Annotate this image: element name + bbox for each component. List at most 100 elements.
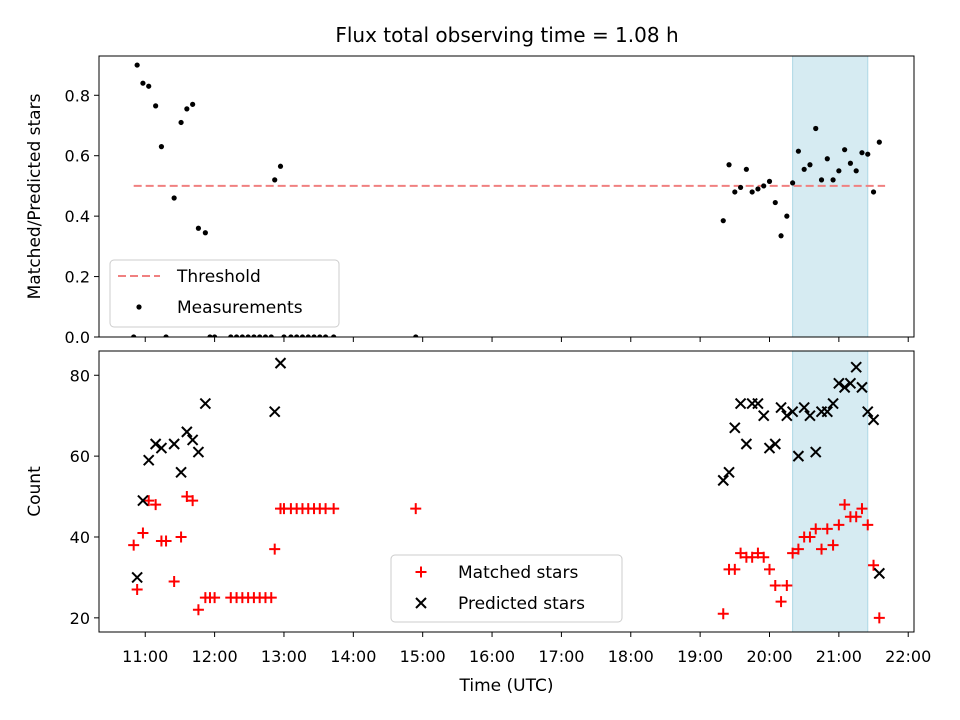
measurement-point <box>207 334 213 337</box>
measurement-point <box>749 189 755 195</box>
matched-star-point <box>821 523 833 535</box>
measurement-point <box>755 186 761 192</box>
measurement-point <box>131 334 137 337</box>
matched-star-point <box>792 543 804 555</box>
matched-star-point <box>729 563 741 575</box>
measurement-point <box>140 80 146 86</box>
measurement-point <box>272 177 278 183</box>
x-tick-label: 22:00 <box>885 647 931 666</box>
y-tick-label: 0.6 <box>65 147 90 166</box>
axes-frame <box>98 350 915 633</box>
predicted-star-point <box>769 438 781 450</box>
predicted-star-point <box>758 409 770 422</box>
predicted-star-point <box>734 397 747 410</box>
y-tick-label: 60 <box>70 447 90 466</box>
x-tick-label: 18:00 <box>608 647 654 666</box>
matched-star-point <box>168 575 180 587</box>
measurement-point <box>795 148 801 154</box>
measurement-point <box>772 199 778 206</box>
measurement-point <box>761 183 767 189</box>
y-axis-label: Count <box>25 466 45 517</box>
legend-matched-label: Matched stars <box>458 563 578 583</box>
legend-box <box>390 554 623 623</box>
predicted-star-point <box>862 405 874 418</box>
matched-star-point <box>209 592 221 604</box>
measurement-point <box>251 334 257 337</box>
measurement-point <box>228 334 234 337</box>
matched-star-point <box>868 559 880 571</box>
measurement-point <box>853 168 859 174</box>
x-tick-label: 12:00 <box>192 647 238 666</box>
y-tick-label: 0.8 <box>65 86 90 105</box>
measurement-point <box>824 156 830 162</box>
predicted-star-point <box>186 434 199 446</box>
matched-star-point <box>833 519 845 531</box>
predicted-star-point <box>143 454 155 466</box>
measurement-point <box>737 184 744 191</box>
matched-star-point <box>265 592 277 604</box>
matched-star-point <box>150 499 162 511</box>
predicted-star-point <box>192 446 205 458</box>
matched-star-point <box>143 495 155 507</box>
matched-star-point <box>775 596 787 608</box>
measurement-point <box>233 334 240 337</box>
x-tick-label: 19:00 <box>677 647 723 666</box>
predicted-star-point <box>792 450 805 462</box>
x-tick-label: 11:00 <box>122 647 168 666</box>
measurement-point <box>766 178 773 184</box>
x-tick-label: 16:00 <box>469 647 515 666</box>
measurement-point <box>190 101 196 107</box>
predicted-star-point <box>274 357 287 369</box>
measurement-point <box>818 177 825 183</box>
measurement-point <box>876 139 882 145</box>
matched-star-point <box>131 584 143 596</box>
x-tick-label: 17:00 <box>538 647 584 666</box>
measurement-point <box>184 106 190 112</box>
highlight-span <box>792 350 869 633</box>
x-tick-label: 13:00 <box>261 647 307 666</box>
matched-star-point <box>192 604 204 616</box>
measurement-point <box>790 180 796 186</box>
legend-box <box>109 259 340 328</box>
measurement-point <box>311 334 317 337</box>
predicted-star-point <box>752 397 764 410</box>
measurement-point <box>288 334 294 337</box>
predicted-star-point <box>131 571 143 584</box>
measurement-point <box>239 334 245 337</box>
matched-star-point <box>735 547 747 559</box>
predicted-star-point <box>729 422 741 434</box>
matched-star-point <box>181 491 193 503</box>
measurement-point <box>163 334 169 337</box>
measurement-point <box>158 144 165 150</box>
measurement-point <box>413 334 419 337</box>
predicted-star-point <box>804 409 816 422</box>
measurement-point <box>836 168 842 174</box>
measurement-point <box>195 225 202 231</box>
matched-star-point <box>856 503 868 515</box>
measurement-point <box>281 334 287 337</box>
matched-star-point <box>804 531 816 543</box>
measurement-point <box>171 195 177 201</box>
measurement-point <box>807 162 813 168</box>
highlight-span <box>792 55 869 338</box>
y-tick-label: 40 <box>70 528 90 547</box>
matched-star-point <box>850 511 862 523</box>
predicted-star-point <box>149 438 162 450</box>
matched-star-point <box>160 535 172 547</box>
measurement-point <box>720 218 726 224</box>
x-tick-label: 20:00 <box>746 647 792 666</box>
measurement-point <box>153 103 159 109</box>
measurement-point <box>202 230 208 236</box>
measurement-point <box>813 125 819 132</box>
measurement-point <box>842 147 848 153</box>
matched-star-point <box>269 543 281 555</box>
legend-threshold-label: Threshold <box>176 267 261 287</box>
measurement-point <box>268 334 274 337</box>
matched-star-point <box>810 523 822 535</box>
predicted-star-point <box>810 446 822 458</box>
legend-predicted-label: Predicted stars <box>458 594 585 614</box>
measurement-point <box>262 334 269 337</box>
marks <box>128 357 886 624</box>
predicted-star-point <box>763 442 776 454</box>
legend: Threshold Measurements <box>109 259 340 328</box>
